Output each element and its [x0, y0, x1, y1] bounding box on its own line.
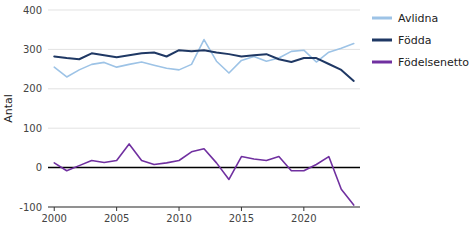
- y-axis-label: Antal: [2, 94, 15, 123]
- grid-line: [48, 128, 360, 129]
- legend-swatch: [372, 17, 392, 20]
- y-tick-label: 0: [36, 162, 42, 173]
- y-tick-label: 300: [23, 44, 42, 55]
- x-axis-line: [48, 207, 360, 208]
- x-tick: [54, 207, 55, 211]
- grid-line: [48, 207, 360, 208]
- y-tick-label: -100: [19, 202, 42, 213]
- lines: [54, 40, 354, 205]
- grid-line: [48, 88, 360, 89]
- x-tick-label: 2000: [42, 213, 67, 224]
- x-tick-label: 2015: [229, 213, 254, 224]
- x-tick-label: 2005: [104, 213, 129, 224]
- chart: -100 0 100 200 300 400 2000 2005 2010 2015 2020 Ant…: [0, 0, 472, 231]
- x-tick: [303, 207, 304, 211]
- y-tick-label: 200: [23, 83, 42, 94]
- x-tick-label: 2010: [166, 213, 191, 224]
- x-tick-label: 2020: [291, 213, 316, 224]
- legend-label: Avlidna: [398, 12, 438, 25]
- x-tick: [241, 207, 242, 211]
- legend-swatch: [372, 61, 392, 64]
- series-line: [54, 50, 354, 81]
- y-tick-label: 400: [23, 5, 42, 16]
- zero-line: [48, 167, 360, 169]
- series-line: [54, 144, 354, 205]
- grid-line: [48, 10, 360, 11]
- y-grid: [48, 10, 360, 207]
- legend-label: Födelsenetto: [398, 56, 469, 69]
- legend-swatch: [372, 39, 392, 42]
- y-tick-label: 100: [23, 123, 42, 134]
- legend: Avlidna Födda Födelsenetto: [372, 12, 469, 69]
- background: [0, 0, 472, 231]
- x-tick: [179, 207, 180, 211]
- x-tick: [116, 207, 117, 211]
- legend-label: Födda: [398, 34, 431, 47]
